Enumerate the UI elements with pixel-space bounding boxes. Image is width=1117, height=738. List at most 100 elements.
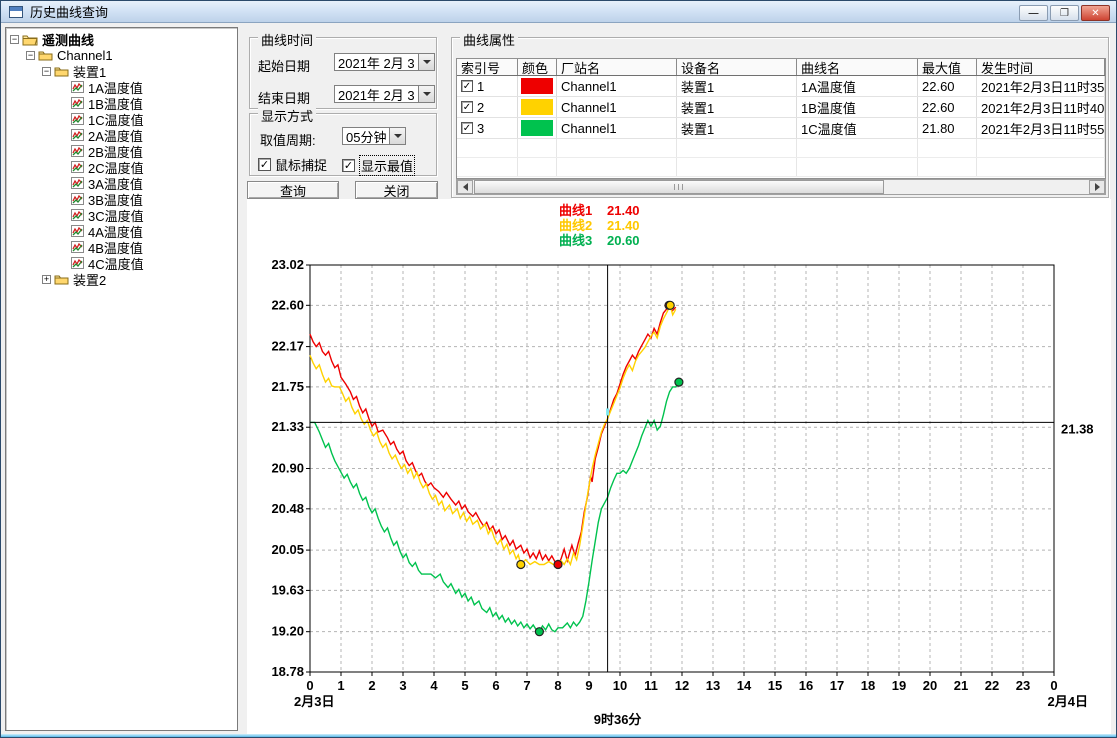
x-axis-label: 15 [768,678,782,693]
tree-item-4B温度值[interactable]: 4B温度值 [6,239,237,256]
x-axis-label: 20 [923,678,937,693]
history-chart[interactable]: 23.02 22.60 22.17 21.75 21.33 20.90 20.48 20.05… [247,199,1111,735]
column-header[interactable]: 索引号 [457,59,518,75]
table-row[interactable]: ✓ 1 Channel1 装置1 1A温度值 22.60 2021年2月3日11时35 [457,76,1105,97]
date-right-label: 2月4日 [1048,694,1088,709]
extreme-marker [674,377,684,387]
scrollbar-thumb[interactable] [474,180,884,194]
end-date-label: 结束日期 [258,91,311,106]
chart-panel: 曲线1 21.40 曲线2 21.40 曲线3 20.60 23.02 22.60 22.17… [247,199,1111,735]
show-extremes-checkbox[interactable]: ✓ 显示最值 [342,155,416,176]
curve-icon [71,97,84,109]
tree-item-装置2[interactable]: + 装置2 [42,272,107,288]
collapse-icon[interactable]: − [42,65,51,76]
column-header[interactable]: 曲线名 [797,59,918,75]
row-index-cell[interactable]: ✓ 2 [457,97,518,117]
curve-table-header: 索引号 颜色 厂站名 设备名 曲线名 最大值 发生时间 [457,59,1105,76]
x-axis-label: 2 [368,678,375,693]
x-axis-label: 23 [1016,678,1030,693]
chevron-down-icon[interactable] [418,86,434,102]
scroll-right-icon[interactable] [1089,180,1105,194]
column-header[interactable]: 最大值 [918,59,977,75]
column-header[interactable]: 厂站名 [557,59,677,75]
legend-entry: 曲线2 21.40 [559,218,640,233]
curve-name-cell: 1B温度值 [797,97,918,117]
tree-item-装置1[interactable]: − 装置1 [42,64,107,80]
tree-item-Channel1[interactable]: − Channel1 [26,47,113,63]
tree-item-4C温度值[interactable]: 4C温度值 [6,255,237,272]
start-date-select[interactable]: 2021年 2月 3 [334,53,435,71]
table-row[interactable]: ✓ 2 Channel1 装置1 1B温度值 22.60 2021年2月3日11时40 [457,97,1105,118]
period-select[interactable]: 05分钟 [342,127,406,145]
tree-item-3A温度值[interactable]: 3A温度值 [6,175,237,192]
row-index-cell[interactable]: ✓ 3 [457,118,518,138]
checkmark-icon[interactable]: ✓ [461,101,473,113]
device-cell: 装置1 [677,97,797,117]
x-axis-label: 0 [1050,678,1057,693]
curve-name-cell: 1C温度值 [797,118,918,138]
legend-entry: 曲线1 21.40 [559,203,640,218]
query-button[interactable]: 查询 [247,181,339,199]
x-axis-label: 21 [954,678,968,693]
mouse-capture-checkbox[interactable]: ✓ 鼠标捕捉 [258,158,328,173]
restore-button[interactable]: ❐ [1050,5,1079,21]
table-horizontal-scrollbar[interactable] [456,179,1106,195]
tree-item-遥测曲线[interactable]: − 遥测曲线 [10,32,95,48]
checkmark-icon[interactable]: ✓ [461,80,473,92]
x-axis-label: 5 [461,678,468,693]
chevron-down-icon[interactable] [389,128,405,144]
column-header[interactable]: 发生时间 [977,59,1105,75]
date-left-label: 2月3日 [294,694,334,709]
row-index-cell[interactable]: ✓ 1 [457,76,518,96]
x-axis-label: 13 [706,678,720,693]
collapse-icon[interactable]: − [10,33,19,44]
tree-item-2B温度值[interactable]: 2B温度值 [6,143,237,160]
y-axis-label: 21.33 [271,419,304,434]
x-axis-label: 16 [799,678,813,693]
column-header[interactable]: 设备名 [677,59,797,75]
crosshair-value-label: 21.38 [1061,421,1094,436]
curve-tree[interactable]: − 遥测曲线 − Channel1− 装置1 1A温度值 1B温度值 1C温度值 2A温度值 2B… [5,27,238,731]
tree-item-2A温度值[interactable]: 2A温度值 [6,127,237,144]
series-曲线3 [310,381,680,633]
tree-item-1C温度值[interactable]: 1C温度值 [6,111,237,128]
y-axis-label: 18.78 [271,664,304,679]
empty-row [457,139,1105,158]
tree-item-1B温度值[interactable]: 1B温度值 [6,95,237,112]
tree-item-3C温度值[interactable]: 3C温度值 [6,207,237,224]
end-date-select[interactable]: 2021年 2月 3 [334,85,435,103]
table-row[interactable]: ✓ 3 Channel1 装置1 1C温度值 21.80 2021年2月3日11时55 [457,118,1105,139]
titlebar[interactable]: 历史曲线查询 — ❐ ✕ [1,1,1116,23]
station-cell: Channel1 [557,118,677,138]
crosshair-time-label: 9时36分 [594,712,642,727]
curve-table[interactable]: 索引号 颜色 厂站名 设备名 曲线名 最大值 发生时间 ✓ 1 Channel1 装置1 1A温度值… [456,58,1106,179]
x-axis-label: 14 [737,678,752,693]
folder-icon [54,273,69,285]
series-曲线2 [309,303,677,567]
chevron-down-icon[interactable] [418,54,434,70]
window-title: 历史曲线查询 [30,5,109,20]
station-cell: Channel1 [557,76,677,96]
start-date-label: 起始日期 [258,59,311,74]
checkmark-icon: ✓ [258,158,271,171]
app-icon [9,5,23,18]
scroll-left-icon[interactable] [457,180,473,194]
tree-item-3B温度值[interactable]: 3B温度值 [6,191,237,208]
extreme-marker [665,300,675,310]
collapse-icon[interactable]: − [26,49,35,60]
max-value-cell: 22.60 [918,76,977,96]
tree-item-2C温度值[interactable]: 2C温度值 [6,159,237,176]
x-axis-label: 8 [554,678,561,693]
minimize-button[interactable]: — [1019,5,1048,21]
column-header[interactable]: 颜色 [518,59,557,75]
expand-icon[interactable]: + [42,273,51,284]
close-button[interactable]: 关闭 [355,181,438,199]
checkmark-icon[interactable]: ✓ [461,122,473,134]
x-axis-label: 7 [523,678,530,693]
folder-open-icon [22,33,38,46]
x-axis-label: 17 [830,678,844,693]
tree-item-4A温度值[interactable]: 4A温度值 [6,223,237,240]
close-window-button[interactable]: ✕ [1081,5,1110,21]
tree-item-1A温度值[interactable]: 1A温度值 [6,79,237,96]
